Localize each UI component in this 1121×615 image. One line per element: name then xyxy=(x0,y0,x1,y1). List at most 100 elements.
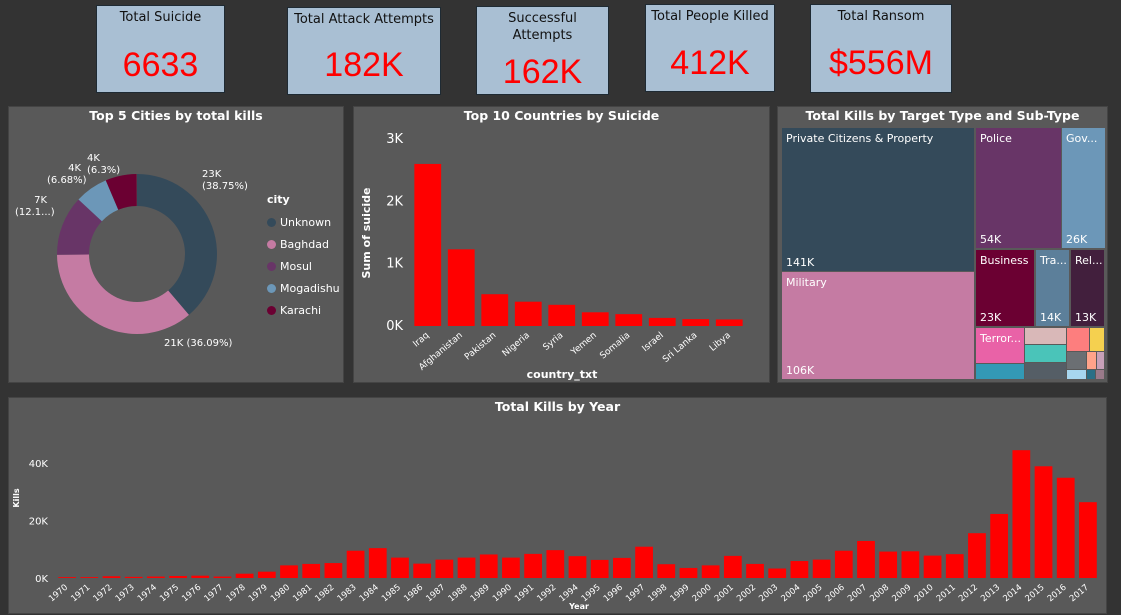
y-axis-title: Sum of suicide xyxy=(360,188,373,279)
x-tick-label: 1989 xyxy=(469,583,492,605)
treemap-tile-small[interactable] xyxy=(1067,328,1089,351)
kpi-total-attack-attempts[interactable]: Total Attack Attempts 182K xyxy=(287,7,441,95)
x-tick-label: 1982 xyxy=(313,583,336,605)
tile-value: 26K xyxy=(1066,233,1088,246)
bar-2009 xyxy=(901,551,920,578)
bar-1975 xyxy=(169,575,187,578)
kpi-value: $556M xyxy=(829,44,933,82)
bar-2007 xyxy=(857,540,875,578)
bar-2011 xyxy=(945,554,964,578)
treemap-tile-small[interactable] xyxy=(1025,345,1066,362)
donut-slice-mogadishu xyxy=(78,180,119,222)
treemap-tile-small[interactable] xyxy=(1096,370,1104,379)
treemap-tile-small[interactable] xyxy=(1025,328,1066,344)
treemap-tile[interactable]: Private Citizens & Property 141K xyxy=(782,128,974,271)
year-bar-panel[interactable]: Total Kills by Year 0K 20K 40K 1970 1971 1972… xyxy=(8,397,1107,614)
x-tick-label: 1983 xyxy=(336,583,359,605)
x-tick-label: 1980 xyxy=(269,583,292,605)
legend-label: Unknown xyxy=(280,215,332,229)
bar-1992 xyxy=(546,550,565,578)
slice-label-unknown: 23K (38.75%) xyxy=(202,169,248,192)
x-tick-label: 2013 xyxy=(979,583,1002,605)
bar-yemen xyxy=(581,312,609,326)
legend-marker-icon xyxy=(267,261,276,271)
treemap-tile-small[interactable] xyxy=(1067,352,1086,369)
countries-bar-panel[interactable]: Top 10 Countries by Suicide 0K 1K 2K 3K Iraq… xyxy=(353,106,770,383)
slice-label-karachi: 4K (6.3%) xyxy=(87,153,121,176)
chart-title: Top 10 Countries by Suicide xyxy=(463,108,660,123)
donut-chart-panel[interactable]: Top 5 Cities by total kills 23K (38.75%) … xyxy=(8,106,344,383)
kpi-successful-attempts[interactable]: Successful Attempts 162K xyxy=(476,6,609,95)
tile-label: Business xyxy=(980,254,1029,267)
treemap-tile[interactable]: Tra... 14K xyxy=(1036,250,1069,326)
x-tick-label: 2008 xyxy=(868,583,891,605)
kpi-title: Total People Killed xyxy=(651,9,769,24)
bar-1971 xyxy=(80,577,99,578)
x-tick-label: 1990 xyxy=(491,583,514,605)
bar-2015 xyxy=(1034,466,1053,578)
x-tick-label: 1997 xyxy=(624,583,647,605)
kpi-total-ransom[interactable]: Total Ransom $556M xyxy=(810,4,952,93)
bar-2012 xyxy=(968,533,986,578)
treemap-tile[interactable]: Police 54K xyxy=(976,128,1061,248)
kpi-value: 6633 xyxy=(122,46,199,84)
x-tick-label: 1999 xyxy=(668,583,691,605)
y-tick-label: 20K xyxy=(29,517,49,528)
x-tick-label: 1986 xyxy=(402,583,425,605)
treemap-tile-small[interactable] xyxy=(1097,352,1104,369)
kpi-total-suicide[interactable]: Total Suicide 6633 xyxy=(96,5,225,93)
treemap-tile[interactable]: Business 23K xyxy=(976,250,1034,326)
x-tick-label: 1991 xyxy=(513,583,536,605)
bar-2004 xyxy=(790,561,809,578)
bar-iraq xyxy=(414,163,442,326)
treemap-panel[interactable]: Total Kills by Target Type and Sub-Type … xyxy=(777,106,1108,383)
kpi-value: 412K xyxy=(670,44,750,82)
legend-item-baghdad[interactable]: Baghdad xyxy=(267,233,340,255)
bar-2008 xyxy=(879,551,898,578)
treemap-tile[interactable]: Gov... 26K xyxy=(1062,128,1105,248)
bar-2003 xyxy=(768,568,787,578)
bar-2010 xyxy=(923,555,942,578)
x-tick-label: Nigeria xyxy=(501,331,532,359)
bar-1972 xyxy=(102,576,121,578)
treemap-tile-small[interactable] xyxy=(1087,370,1095,379)
kpi-total-people-killed[interactable]: Total People Killed 412K xyxy=(645,4,775,92)
legend: city Unknown Baghdad Mosul Mogadishu Karachi xyxy=(267,193,340,321)
treemap-tile-small[interactable] xyxy=(976,364,1024,379)
legend-item-karachi[interactable]: Karachi xyxy=(267,299,340,321)
x-tick-label: Yemen xyxy=(569,331,599,358)
x-tick-label: 2004 xyxy=(779,583,802,605)
tile-label: Tra... xyxy=(1040,254,1067,267)
y-tick-label: 2K xyxy=(386,194,403,209)
legend-item-mogadishu[interactable]: Mogadishu xyxy=(267,277,340,299)
y-tick-label: 0K xyxy=(386,319,403,334)
x-tick-label: 1975 xyxy=(158,583,181,605)
x-tick-label: 1984 xyxy=(358,583,381,605)
treemap-tile-small[interactable] xyxy=(1067,370,1086,379)
x-tick-label: 2012 xyxy=(957,583,980,605)
tile-value: 13K xyxy=(1075,311,1097,324)
treemap-tile[interactable]: Military 106K xyxy=(782,272,974,379)
treemap-tile-small[interactable] xyxy=(1090,328,1104,351)
x-tick-label: 1971 xyxy=(69,583,92,605)
x-tick-label: 2011 xyxy=(935,583,958,605)
y-axis-title: Kills xyxy=(12,488,21,507)
treemap-tile[interactable]: Rel... 13K xyxy=(1071,250,1104,326)
bar-1994 xyxy=(568,556,587,578)
treemap-tile-small[interactable] xyxy=(1025,363,1066,379)
treemap-tile[interactable]: Terror... xyxy=(976,328,1024,363)
legend-item-unknown[interactable]: Unknown xyxy=(267,211,340,233)
x-tick-label: 2002 xyxy=(735,583,758,605)
legend-item-mosul[interactable]: Mosul xyxy=(267,255,340,277)
legend-label: Mogadishu xyxy=(280,281,340,295)
bar-1991 xyxy=(524,553,542,578)
x-tick-label: 2000 xyxy=(691,583,714,605)
tile-label: Military xyxy=(786,276,827,289)
bar-1973 xyxy=(124,576,143,578)
bar-1970 xyxy=(58,577,76,578)
y-tick-label: 0K xyxy=(35,574,48,585)
x-tick-label: 1979 xyxy=(247,583,270,605)
x-tick-label: Israel xyxy=(641,331,666,354)
bar-1977 xyxy=(213,576,232,578)
treemap-tile-small[interactable] xyxy=(1087,352,1096,369)
